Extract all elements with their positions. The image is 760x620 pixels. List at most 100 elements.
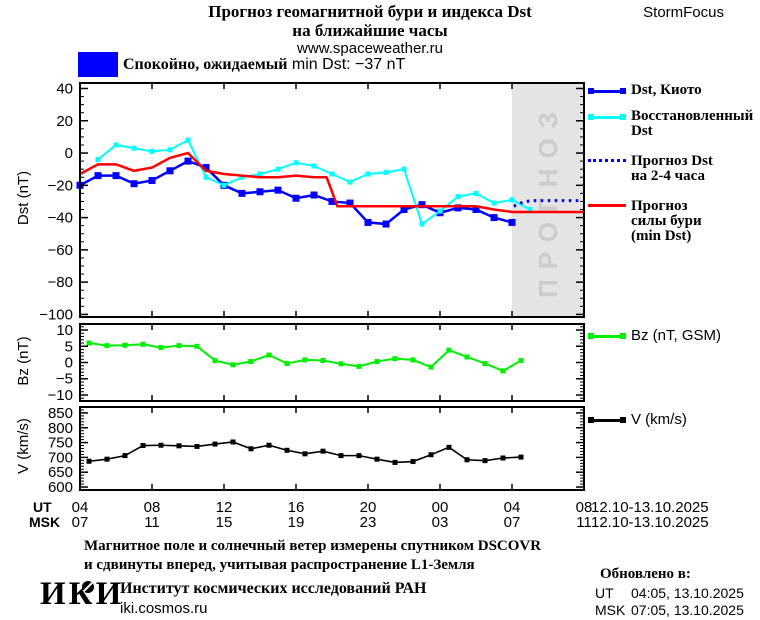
series-marker [284, 360, 290, 366]
series-marker [527, 207, 533, 213]
x-tick-ut: 04 [503, 499, 521, 516]
data-source-note-line2: и сдвинуты вперед, учитывая распростране… [84, 557, 475, 573]
ut-row-label: UT [33, 499, 52, 515]
msk-date-range: 12.10-13.10.2025 [591, 514, 709, 531]
series-marker [266, 442, 272, 448]
series-marker [302, 451, 308, 457]
page-title: Прогноз геомагнитной бури и индекса Dst [208, 2, 532, 21]
y-tick-label: 0 [65, 355, 73, 372]
series-marker [490, 214, 498, 222]
x-tick-msk: 19 [287, 514, 305, 531]
series-marker [454, 204, 462, 212]
series-marker [473, 190, 479, 196]
dst-axis-label: Dst (nT) [15, 170, 32, 226]
series-marker [346, 199, 354, 207]
series-marker [401, 166, 407, 172]
series-marker [356, 363, 362, 369]
series-marker [122, 453, 128, 459]
y-tick-label: 800 [48, 420, 73, 437]
series-line [88, 342, 522, 373]
series-marker [320, 358, 326, 364]
series-marker [500, 368, 506, 374]
series-marker [419, 221, 425, 227]
x-tick-msk: 03 [431, 514, 449, 531]
series-marker [509, 197, 515, 203]
series-marker [274, 186, 282, 194]
series-marker [212, 358, 218, 364]
x-tick-ut: 20 [359, 499, 377, 516]
institute-name: Институт космических исследований РАН [120, 580, 427, 597]
y-tick-label: −20 [48, 177, 73, 194]
series-marker [491, 200, 497, 206]
series-marker [140, 443, 146, 449]
series-marker [256, 188, 264, 196]
x-tick-ut: 16 [287, 499, 305, 516]
series-marker [310, 191, 318, 199]
y-tick-label: −60 [48, 242, 73, 259]
y-tick-label: 0 [65, 145, 73, 162]
series-marker [472, 206, 480, 214]
series-marker [508, 218, 516, 226]
series-marker [248, 446, 254, 452]
series-marker [292, 194, 300, 202]
series-marker [94, 172, 102, 180]
series-marker [428, 364, 434, 370]
y-tick-label: 650 [48, 464, 73, 481]
series-marker [400, 206, 408, 214]
series-marker [194, 443, 200, 449]
x-tick-msk: 11 [576, 514, 592, 531]
series-marker [248, 359, 254, 365]
series-marker [212, 441, 218, 447]
x-tick-ut: 12 [215, 499, 233, 516]
bz-axis-label: Bz (nT) [15, 336, 32, 386]
series-marker [410, 357, 416, 363]
series-marker [131, 145, 137, 151]
updated-ut-label: UT [595, 585, 614, 601]
series-line [79, 159, 513, 226]
msk-row-label: MSK [29, 514, 61, 530]
series-marker [329, 171, 335, 177]
updated-msk-label: MSK [595, 602, 626, 618]
updated-ut-row: UT 04:05, 13.10.2025 [595, 585, 744, 601]
series-marker [464, 457, 470, 463]
series-marker [184, 157, 192, 165]
y-tick-label: −40 [48, 210, 73, 227]
series-marker [266, 352, 272, 358]
series-marker [464, 354, 470, 360]
x-tick-msk: 15 [215, 514, 233, 531]
series-marker [437, 208, 443, 214]
series-marker [122, 342, 128, 348]
series-marker [113, 142, 119, 148]
institute-site-link[interactable]: iki.cosmos.ru [120, 600, 208, 617]
series-marker [302, 357, 308, 363]
series-marker [365, 171, 371, 177]
series-marker [428, 452, 434, 458]
series-marker [311, 163, 317, 169]
series-marker [148, 176, 156, 184]
storm-status: Спокойно, ожидаемый min Dst: −37 nT [123, 56, 405, 74]
x-tick-ut: 08 [575, 499, 593, 516]
y-tick-label: −5 [56, 371, 73, 388]
series-marker [86, 458, 92, 464]
series-marker [392, 459, 398, 465]
series-marker [185, 137, 191, 143]
data-source-note-line1: Магнитное поле и солнечный ветер измерен… [84, 538, 542, 554]
website-link[interactable]: www.spaceweather.ru [297, 40, 443, 57]
x-tick-msk: 11 [144, 514, 160, 531]
y-tick-label: 700 [48, 449, 73, 466]
series-marker [410, 459, 416, 465]
series-marker [347, 179, 353, 185]
series-marker [149, 148, 155, 154]
series-marker [392, 356, 398, 362]
series-marker [275, 166, 281, 172]
y-tick-label: −100 [39, 306, 73, 323]
y-tick-label: 600 [48, 479, 73, 496]
x-tick-ut: 08 [143, 499, 161, 516]
series-marker [446, 347, 452, 353]
series-marker [167, 147, 173, 153]
series-marker [230, 362, 236, 368]
series-marker [166, 167, 174, 175]
storm-status-color-box [78, 52, 118, 77]
iki-logo: ИКИ [40, 576, 125, 612]
